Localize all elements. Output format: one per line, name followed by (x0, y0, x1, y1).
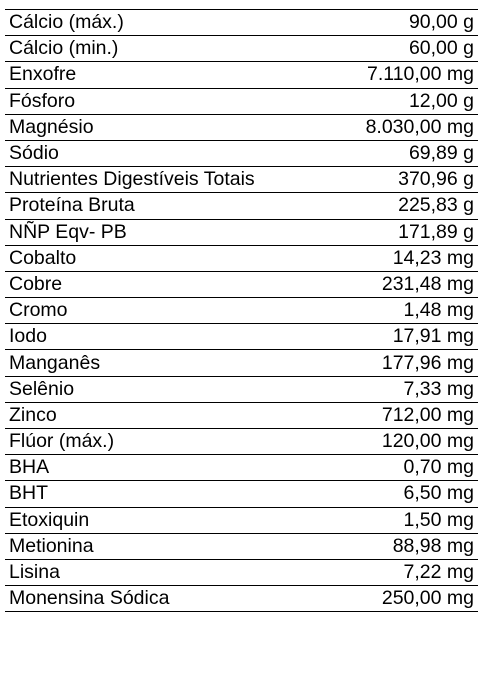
nutrient-name-cell: Cobre (5, 270, 313, 299)
nutrient-name-cell: Proteína Bruta (5, 192, 313, 220)
nutrient-value-cell: 12,00 g (313, 87, 478, 115)
table-row: Proteína Bruta 225,83 g (5, 192, 478, 220)
nutrient-table-container: Cálcio (máx.) 90,00 g Cálcio (min.) 60,00 g… (5, 8, 478, 613)
table-row: Flúor (máx.) 120,00 mg (5, 427, 478, 456)
nutrient-name-cell: Nutrientes Digestíveis Totais (5, 166, 313, 194)
table-row: Zinco 712,00 mg (5, 401, 478, 430)
nutrient-value-cell: 712,00 mg (313, 401, 478, 430)
nutrient-value-cell: 7,22 mg (313, 558, 478, 587)
nutrient-value-cell: 17,91 mg (313, 323, 478, 351)
nutrient-name-cell: Sódio (5, 139, 313, 168)
table-row: Metionina 88,98 mg (5, 532, 478, 560)
table-row: Cobalto 14,23 mg (5, 244, 478, 272)
nutrient-value-cell: 1,50 mg (313, 506, 478, 534)
nutrient-name-cell: BHT (5, 480, 313, 508)
nutrient-name-cell: Cálcio (min.) (5, 35, 313, 63)
table-row: BHT 6,50 mg (5, 480, 478, 508)
nutrient-value-cell: 60,00 g (313, 35, 478, 63)
nutrient-value-cell: 231,48 mg (313, 270, 478, 299)
table-row: Cálcio (máx.) 90,00 g (5, 8, 478, 37)
nutrient-table-body: Cálcio (máx.) 90,00 g Cálcio (min.) 60,00 g… (5, 8, 478, 613)
nutrient-value-cell: 7,33 mg (313, 375, 478, 403)
table-row: Cobre 231,48 mg (5, 270, 478, 299)
nutrient-name-cell: Fósforo (5, 87, 313, 115)
nutrient-name-cell: NÑP Eqv- PB (5, 218, 313, 246)
table-row: Cromo 1,48 mg (5, 297, 478, 325)
nutrient-name-cell: Monensina Sódica (5, 585, 313, 613)
nutrient-name-cell: Lisina (5, 558, 313, 587)
nutrient-value-cell: 370,96 g (313, 166, 478, 194)
nutrient-value-cell: 1,48 mg (313, 297, 478, 325)
nutrient-value-cell: 7.110,00 mg (313, 61, 478, 89)
table-row: Nutrientes Digestíveis Totais 370,96 g (5, 166, 478, 194)
table-row: Magnésio 8.030,00 mg (5, 113, 478, 141)
nutrient-value-cell: 177,96 mg (313, 349, 478, 377)
nutrient-value-cell: 6,50 mg (313, 480, 478, 508)
nutrient-name-cell: Metionina (5, 532, 313, 560)
nutrient-name-cell: Zinco (5, 401, 313, 430)
nutrient-value-cell: 90,00 g (313, 8, 478, 37)
table-row: Iodo 17,91 mg (5, 323, 478, 351)
nutrient-name-cell: Cálcio (máx.) (5, 8, 313, 37)
nutrient-value-cell: 14,23 mg (313, 244, 478, 272)
table-row: Fósforo 12,00 g (5, 87, 478, 115)
nutrient-value-cell: 250,00 mg (313, 585, 478, 613)
table-row: Enxofre 7.110,00 mg (5, 61, 478, 89)
nutrient-value-cell: 0,70 mg (313, 454, 478, 482)
nutrient-value-cell: 88,98 mg (313, 532, 478, 560)
table-row: Manganês 177,96 mg (5, 349, 478, 377)
table-row: Selênio 7,33 mg (5, 375, 478, 403)
table-row: Lisina 7,22 mg (5, 558, 478, 587)
nutrient-value-cell: 69,89 g (313, 139, 478, 168)
table-row: Monensina Sódica 250,00 mg (5, 585, 478, 613)
nutrient-name-cell: Manganês (5, 349, 313, 377)
nutrient-name-cell: Cromo (5, 297, 313, 325)
nutrient-value-cell: 225,83 g (313, 192, 478, 220)
nutrient-name-cell: Flúor (máx.) (5, 427, 313, 456)
table-row: BHA 0,70 mg (5, 454, 478, 482)
nutrient-name-cell: BHA (5, 454, 313, 482)
nutrient-value-cell: 171,89 g (313, 218, 478, 246)
nutrient-value-cell: 120,00 mg (313, 427, 478, 456)
nutrient-table: Cálcio (máx.) 90,00 g Cálcio (min.) 60,00 g… (5, 8, 478, 613)
table-row: Sódio 69,89 g (5, 139, 478, 168)
nutrient-name-cell: Cobalto (5, 244, 313, 272)
nutrient-name-cell: Etoxiquin (5, 506, 313, 534)
nutrient-value-cell: 8.030,00 mg (313, 113, 478, 141)
table-row: NÑP Eqv- PB 171,89 g (5, 218, 478, 246)
nutrient-name-cell: Selênio (5, 375, 313, 403)
table-row: Cálcio (min.) 60,00 g (5, 35, 478, 63)
nutrient-name-cell: Iodo (5, 323, 313, 351)
nutrient-name-cell: Enxofre (5, 61, 313, 89)
nutrient-name-cell: Magnésio (5, 113, 313, 141)
table-row: Etoxiquin 1,50 mg (5, 506, 478, 534)
